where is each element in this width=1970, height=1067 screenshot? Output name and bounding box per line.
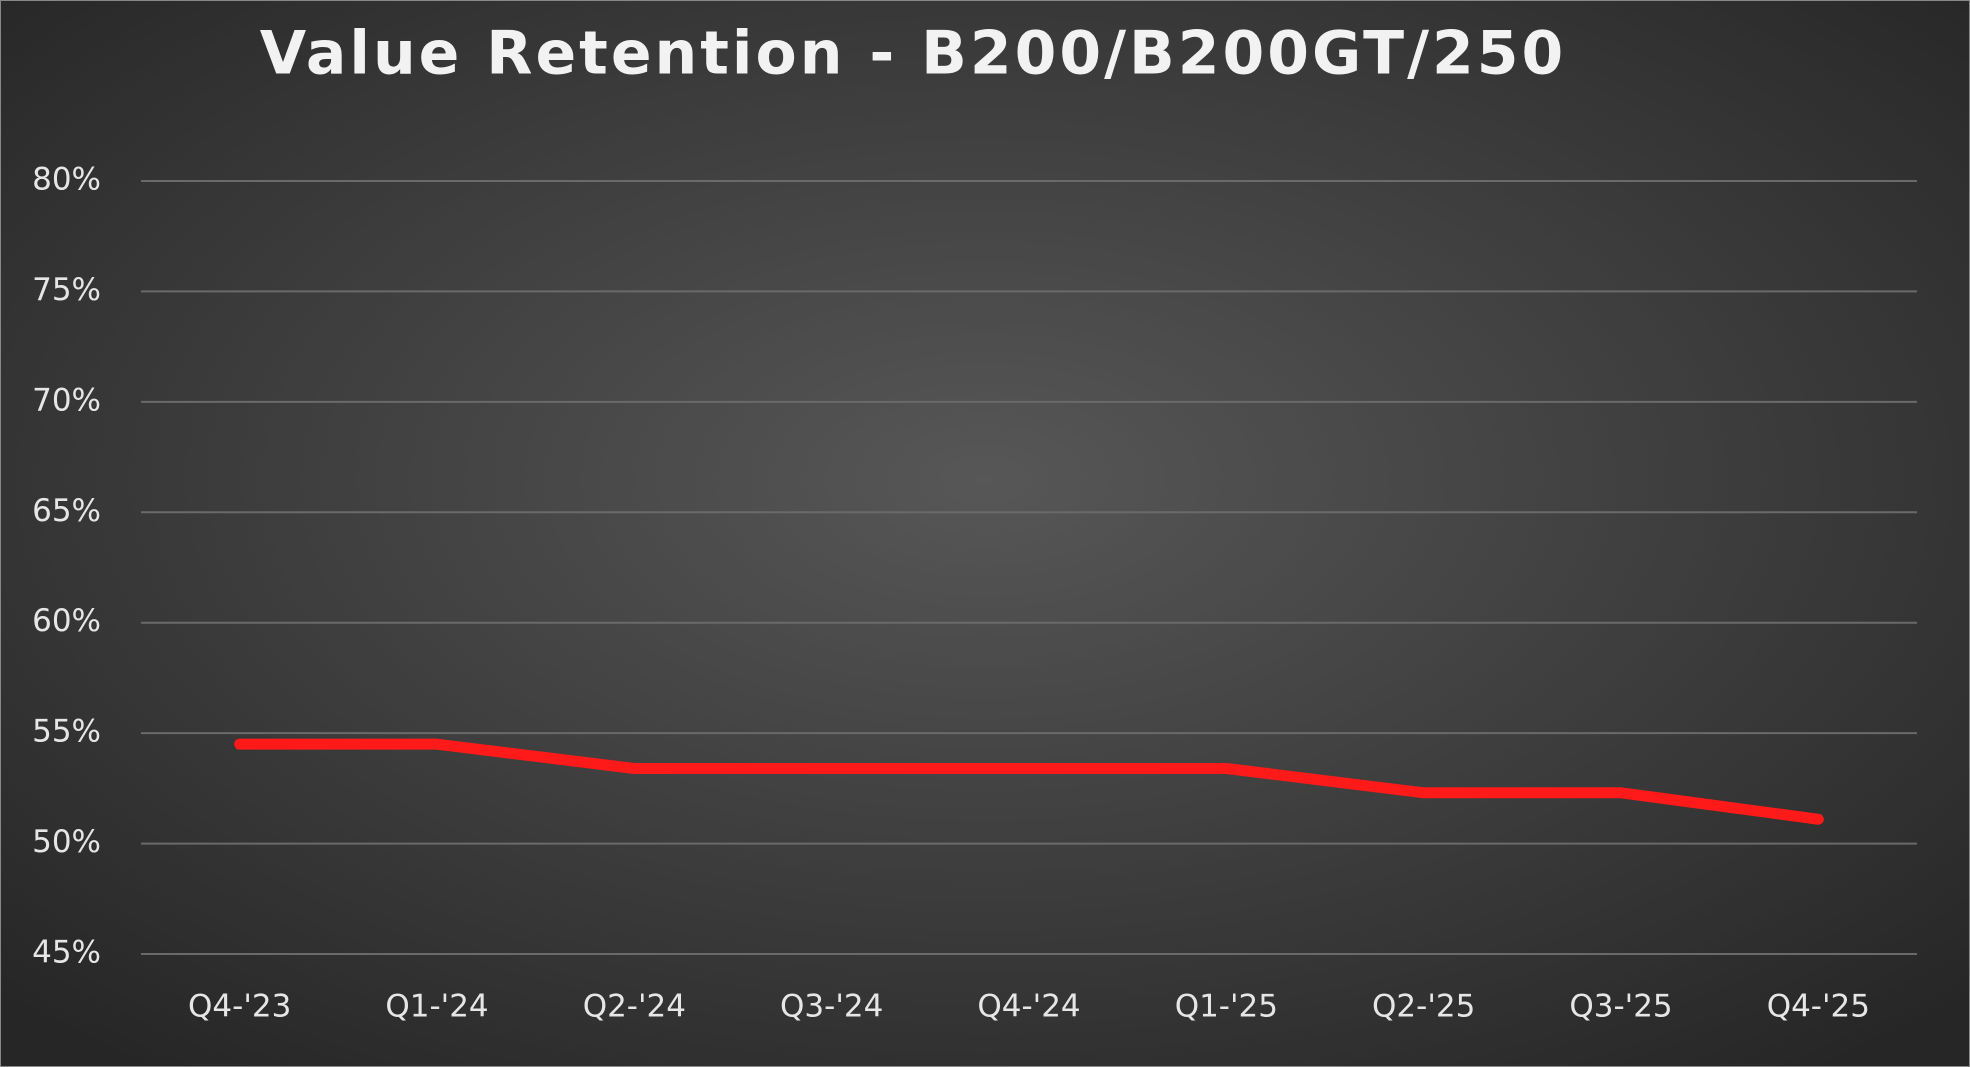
y-tick-label: 70% (32, 382, 101, 418)
x-tick-label: Q3-'25 (1569, 989, 1672, 1025)
line (234, 738, 1824, 825)
y-tick-label: 65% (32, 493, 101, 529)
x-tick-label: Q4-'25 (1767, 989, 1870, 1025)
x-tick-label: Q2-'24 (583, 989, 686, 1025)
y-tick-label: 60% (32, 603, 101, 639)
chart-title: Value Retention - B200/B200GT/250 (260, 19, 1567, 89)
y-tick-label: 55% (32, 714, 101, 750)
y-tick-label: 80% (32, 162, 101, 198)
x-tick-label: Q4-'23 (188, 989, 291, 1025)
x-tick-label: Q1-'24 (385, 989, 488, 1025)
x-tick-label: Q1-'25 (1175, 989, 1278, 1025)
x-tick-label: Q2-'25 (1372, 989, 1475, 1025)
y-tick-label: 45% (32, 935, 101, 971)
y-tick-label: 50% (32, 824, 101, 860)
x-tick-label: Q3-'24 (780, 989, 883, 1025)
y-tick-label: 75% (32, 272, 101, 308)
x-tick-label: Q4-'24 (977, 989, 1080, 1025)
